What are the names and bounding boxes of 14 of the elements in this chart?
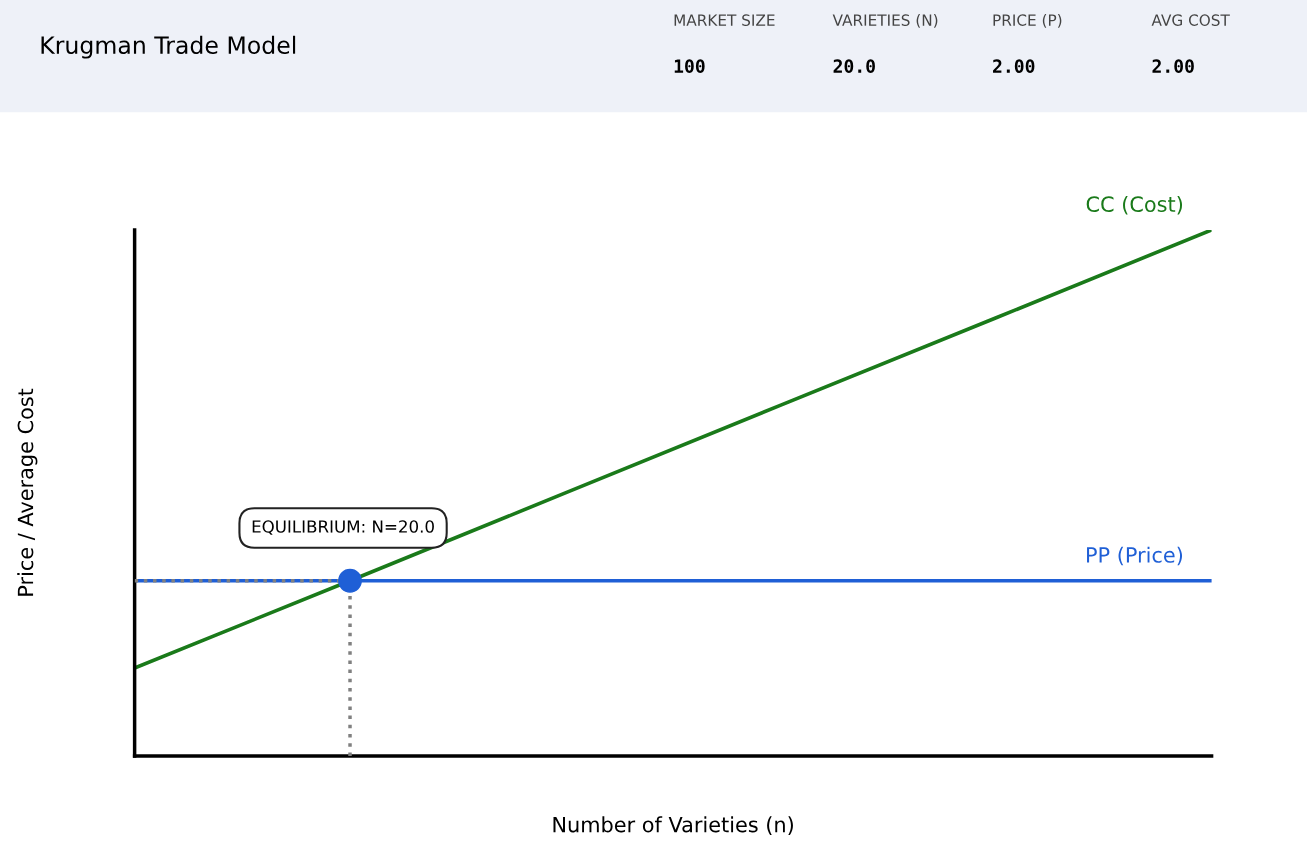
y-axis-title: Price / Average Cost — [17, 388, 38, 596]
text: AVG COST — [1151, 14, 1230, 26]
annotation: EQUILIBRIUM: N=20.0 — [252, 520, 434, 535]
text: 2.00 — [1152, 59, 1194, 74]
text: MARKET SIZE — [674, 14, 775, 26]
text: PRICE (P) — [993, 14, 1062, 28]
series-label: PP (Price) — [1087, 546, 1183, 566]
text: 2.00 — [993, 59, 1035, 74]
text: 100 — [674, 59, 705, 74]
text: 20.0 — [833, 59, 875, 74]
chart-title: Krugman Trade Model — [41, 35, 296, 59]
series-label: CC (Cost) — [1086, 195, 1183, 215]
x-axis-title: Number of Varieties (n) — [553, 816, 793, 835]
text: VARIETIES (N) — [832, 14, 938, 28]
